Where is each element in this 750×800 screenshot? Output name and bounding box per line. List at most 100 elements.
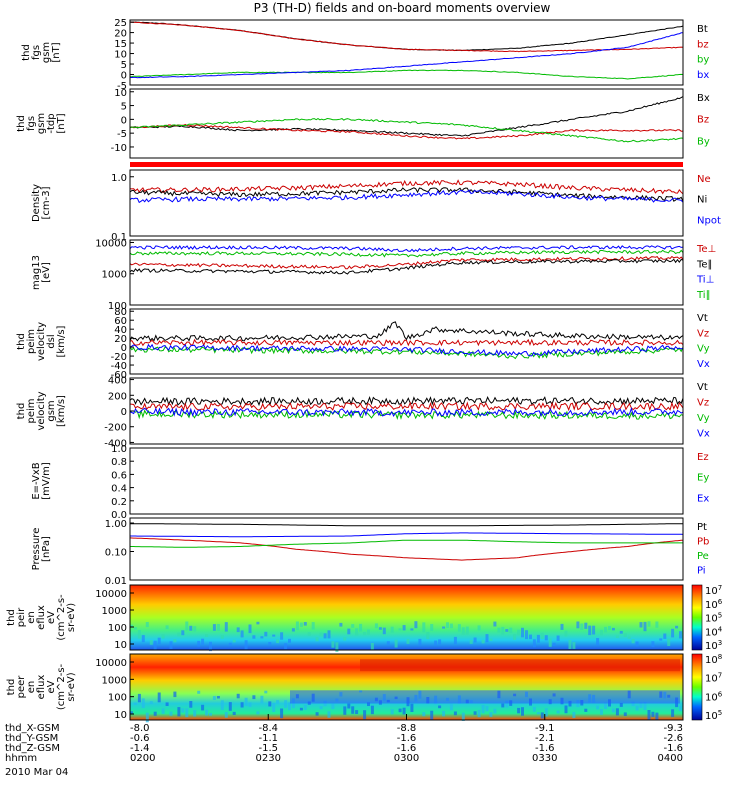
spectrogram-texture	[651, 641, 655, 647]
y-axis-label: E=-VxB [mV/m]	[31, 462, 52, 500]
spectrogram-texture	[627, 636, 631, 639]
footer-row-label: hhmm	[5, 753, 37, 764]
colorbar-tick-label: 106	[705, 598, 723, 611]
panel-frame	[129, 308, 684, 375]
spectrogram-texture	[177, 707, 181, 717]
y-tick-label: 0.2	[111, 497, 127, 508]
spectrogram-texture	[319, 632, 323, 637]
y-tick-label: 10	[114, 640, 127, 651]
series-line-Ti∥	[129, 249, 684, 258]
spectrogram-texture	[386, 641, 390, 645]
legend-Te⊥: Te⊥	[696, 244, 716, 255]
spectrogram-red-band	[360, 659, 680, 672]
spectrogram-texture	[133, 627, 137, 630]
spectrogram-texture	[256, 711, 260, 715]
spectrogram-texture	[260, 695, 264, 704]
spectrogram-texture	[232, 639, 236, 643]
y-tick-label: 1000	[102, 675, 127, 686]
y-axis-label: thd peir en eflux eV (cm^2-s-sr-eV)	[6, 594, 77, 641]
spectrogram-texture	[615, 708, 619, 716]
spectrogram-texture	[216, 624, 220, 631]
spectrogram-texture	[402, 625, 406, 631]
spectrogram-texture	[442, 710, 446, 717]
spectrogram-texture	[280, 708, 284, 719]
y-axis-label-line: peer	[16, 675, 27, 699]
legend-Bz: Bz	[697, 115, 709, 126]
spectrogram-texture	[185, 708, 189, 718]
spectrogram-texture	[485, 706, 489, 712]
y-tick-label: -5	[117, 129, 127, 140]
y-tick-label: 0.6	[111, 470, 127, 481]
spectrogram-texture	[643, 702, 647, 710]
y-axis-label-line: en	[26, 611, 37, 624]
colorbar-tick-label: 105	[705, 709, 722, 722]
panel-8: 1.0 0.8 0.6 0.4 0.2 0.0 E=-VxB [mV/m] Ez Ey Ex	[31, 444, 709, 521]
footer-row-label: thd_Y-GSM	[5, 733, 58, 744]
spectrogram-texture	[568, 640, 572, 649]
spectrogram-texture	[540, 712, 544, 719]
spectrogram-texture	[572, 711, 576, 718]
spectrogram-texture	[442, 626, 446, 629]
spectrogram-texture	[130, 624, 133, 627]
y-tick-label: -400	[104, 438, 127, 449]
spectrogram-texture	[434, 640, 438, 646]
y-axis-label-line: gsm	[46, 400, 57, 421]
spectrogram-texture	[173, 639, 177, 643]
spectrogram-texture	[236, 693, 240, 699]
y-tick-label: 1000	[102, 606, 127, 617]
colorbar-tick-label: 106	[705, 690, 723, 703]
spectrogram-texture	[659, 638, 663, 641]
y-axis-label-line: gsm	[41, 42, 52, 63]
spectrogram-texture	[584, 622, 588, 629]
spectrogram-texture	[422, 712, 426, 717]
spectrogram-texture	[248, 624, 252, 634]
spectrogram-texture	[288, 638, 291, 643]
y-axis-label-line: [km/s]	[56, 325, 67, 357]
spectrogram-texture	[453, 636, 457, 645]
spectrogram-texture	[145, 622, 149, 628]
y-tick-label: -10	[111, 143, 127, 154]
spectrogram-texture	[209, 712, 212, 716]
y-tick-label: 1.0	[111, 444, 127, 455]
spectrogram-texture	[272, 703, 276, 712]
spectrogram-texture	[284, 700, 288, 708]
spectrogram-texture	[505, 700, 509, 708]
panel-11: 108 107 106 105 10000 1000 100 10 thd peer en eflux…	[6, 653, 723, 723]
y-tick-label: 60	[114, 316, 127, 327]
legend-Bt: Bt	[697, 24, 708, 35]
spectrogram-texture	[149, 701, 153, 705]
y-axis-label-line: thd	[6, 609, 17, 626]
series-line-Bz	[129, 123, 684, 140]
spectrogram-texture	[252, 635, 256, 639]
spectrogram-texture	[228, 642, 232, 646]
spectrogram-texture	[165, 625, 169, 630]
panel-4: 1.0 0.1 Density [cm-3] Ne Ni Npot	[31, 169, 721, 243]
spectrogram-texture	[205, 709, 209, 716]
spectrogram-texture	[390, 709, 394, 715]
spectrogram-texture	[473, 637, 477, 643]
series-line-Ni	[129, 187, 684, 202]
spectrogram-texture	[489, 638, 493, 641]
spectrogram-texture	[177, 632, 181, 637]
series-line-Pb	[129, 537, 684, 561]
footer-row-label: thd_X-GSM	[5, 723, 60, 734]
legend-Ti⊥: Ti⊥	[696, 275, 714, 286]
spectrogram-texture	[173, 691, 177, 698]
spectrogram-texture	[153, 640, 157, 650]
legend-Npot: Npot	[697, 215, 721, 226]
spectrogram-texture	[141, 635, 145, 643]
spectrogram-texture	[477, 625, 481, 631]
colorbar-tick-label: 103	[705, 639, 722, 652]
spectrogram-texture	[276, 639, 280, 644]
series-line-bz	[129, 21, 684, 53]
spectrogram-texture	[461, 627, 465, 635]
y-axis-label-line: velocity	[36, 391, 47, 430]
spectrogram-texture	[465, 626, 469, 635]
footer-value: -1.6	[397, 743, 417, 754]
series-line-Vx	[129, 406, 684, 418]
legend-Te∥: Te∥	[696, 259, 713, 270]
series-line-Vt	[129, 395, 684, 407]
y-tick-label: 10	[114, 50, 127, 61]
